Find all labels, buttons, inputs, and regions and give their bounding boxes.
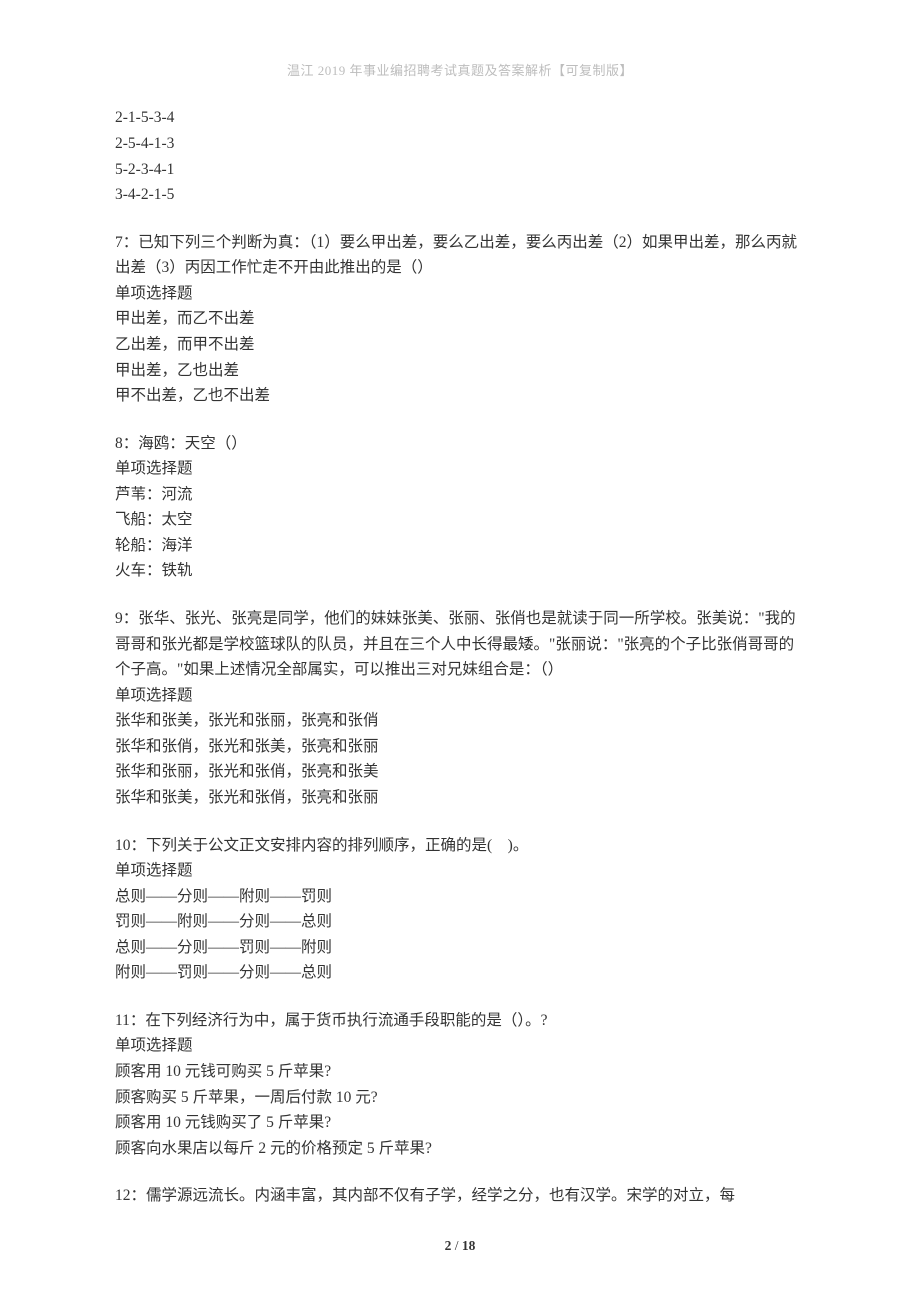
text-line: 单项选择题 bbox=[115, 858, 805, 884]
text-line: 总则——分则——附则——罚则 bbox=[115, 884, 805, 910]
text-line: 2-5-4-1-3 bbox=[115, 131, 805, 157]
text-line: 张华和张俏，张光和张美，张亮和张丽 bbox=[115, 734, 805, 760]
text-line: 10：下列关于公文正文安排内容的排列顺序，正确的是( )。 bbox=[115, 833, 805, 859]
text-line: 2-1-5-3-4 bbox=[115, 105, 805, 131]
text-line: 甲出差，而乙不出差 bbox=[115, 306, 805, 332]
text-line: 张华和张美，张光和张丽，张亮和张俏 bbox=[115, 708, 805, 734]
question-block: 11：在下列经济行为中，属于货币执行流通手段职能的是（）。?单项选择题顾客用 1… bbox=[115, 1008, 805, 1161]
text-line: 顾客购买 5 斤苹果，一周后付款 10 元? bbox=[115, 1085, 805, 1111]
text-line: 飞船：太空 bbox=[115, 507, 805, 533]
question-block: 8：海鸥：天空（）单项选择题芦苇：河流飞船：太空轮船：海洋火车：铁轨 bbox=[115, 431, 805, 584]
text-line: 轮船：海洋 bbox=[115, 533, 805, 559]
text-line: 张华和张美，张光和张俏，张亮和张丽 bbox=[115, 785, 805, 811]
document-body: 2-1-5-3-42-5-4-1-35-2-3-4-13-4-2-1-5 7：已知… bbox=[115, 105, 805, 1208]
document-page: 温江 2019 年事业编招聘考试真题及答案解析【可复制版】 2-1-5-3-42… bbox=[0, 0, 920, 1297]
text-line: 附则——罚则——分则——总则 bbox=[115, 960, 805, 986]
page-number-sep: / bbox=[451, 1238, 462, 1253]
text-line: 7：已知下列三个判断为真：（1）要么甲出差，要么乙出差，要么丙出差（2）如果甲出… bbox=[115, 230, 805, 281]
question-block: 12：儒学源远流长。内涵丰富，其内部不仅有子学，经学之分，也有汉学。宋学的对立，… bbox=[115, 1183, 805, 1209]
text-line: 3-4-2-1-5 bbox=[115, 182, 805, 208]
text-line: 顾客用 10 元钱购买了 5 斤苹果? bbox=[115, 1110, 805, 1136]
text-line: 张华和张丽，张光和张俏，张亮和张美 bbox=[115, 759, 805, 785]
text-line: 甲出差，乙也出差 bbox=[115, 358, 805, 384]
question-block: 7：已知下列三个判断为真：（1）要么甲出差，要么乙出差，要么丙出差（2）如果甲出… bbox=[115, 230, 805, 409]
text-line: 单项选择题 bbox=[115, 456, 805, 482]
header-text: 温江 2019 年事业编招聘考试真题及答案解析【可复制版】 bbox=[287, 63, 633, 78]
text-line: 9：张华、张光、张亮是同学，他们的妹妹张美、张丽、张俏也是就读于同一所学校。张美… bbox=[115, 606, 805, 683]
text-line: 顾客用 10 元钱可购买 5 斤苹果? bbox=[115, 1059, 805, 1085]
text-line: 顾客向水果店以每斤 2 元的价格预定 5 斤苹果? bbox=[115, 1136, 805, 1162]
page-header: 温江 2019 年事业编招聘考试真题及答案解析【可复制版】 bbox=[115, 60, 805, 81]
text-line: 芦苇：河流 bbox=[115, 482, 805, 508]
text-line: 乙出差，而甲不出差 bbox=[115, 332, 805, 358]
text-line: 12：儒学源远流长。内涵丰富，其内部不仅有子学，经学之分，也有汉学。宋学的对立，… bbox=[115, 1183, 805, 1209]
text-line: 火车：铁轨 bbox=[115, 558, 805, 584]
text-line: 单项选择题 bbox=[115, 1033, 805, 1059]
text-line: 罚则——附则——分则——总则 bbox=[115, 909, 805, 935]
question-block: 10：下列关于公文正文安排内容的排列顺序，正确的是( )。单项选择题总则——分则… bbox=[115, 833, 805, 986]
text-line: 甲不出差，乙也不出差 bbox=[115, 383, 805, 409]
question-block: 2-1-5-3-42-5-4-1-35-2-3-4-13-4-2-1-5 bbox=[115, 105, 805, 207]
page-footer: 2 / 18 bbox=[115, 1235, 805, 1257]
text-line: 单项选择题 bbox=[115, 683, 805, 709]
text-line: 5-2-3-4-1 bbox=[115, 157, 805, 183]
text-line: 单项选择题 bbox=[115, 281, 805, 307]
page-number-total: 18 bbox=[462, 1238, 476, 1253]
text-line: 总则——分则——罚则——附则 bbox=[115, 935, 805, 961]
question-block: 9：张华、张光、张亮是同学，他们的妹妹张美、张丽、张俏也是就读于同一所学校。张美… bbox=[115, 606, 805, 811]
text-line: 8：海鸥：天空（） bbox=[115, 431, 805, 457]
text-line: 11：在下列经济行为中，属于货币执行流通手段职能的是（）。? bbox=[115, 1008, 805, 1034]
